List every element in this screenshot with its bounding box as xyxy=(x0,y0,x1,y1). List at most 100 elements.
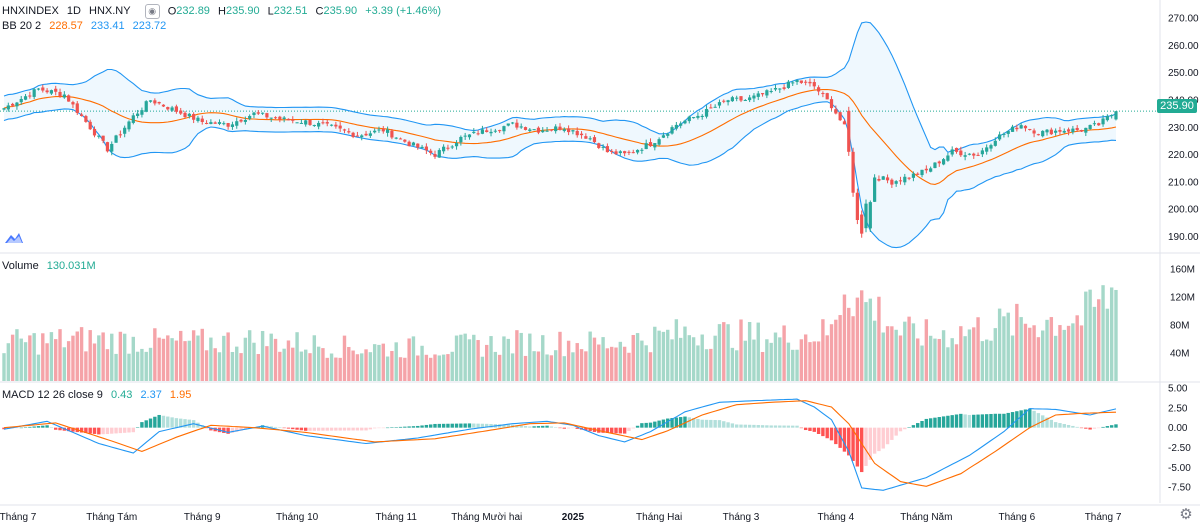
candle-body xyxy=(903,176,907,183)
candle-body xyxy=(433,154,437,157)
macd-histogram-bar xyxy=(558,427,562,429)
time-axis-label: 2025 xyxy=(562,512,585,523)
candle-body xyxy=(644,143,648,150)
macd-histogram-bar xyxy=(1049,419,1054,428)
volume-bar xyxy=(463,333,467,381)
macd-histogram-bar xyxy=(295,427,299,430)
volume-bar xyxy=(385,356,390,381)
macd-histogram-bar xyxy=(812,427,816,432)
price-axis-label: 260.00 xyxy=(1168,41,1199,52)
volume-bar xyxy=(1114,289,1118,381)
macd-histogram-bar xyxy=(885,427,890,445)
volume-bar xyxy=(644,345,648,381)
candle-body xyxy=(748,97,752,101)
volume-bar xyxy=(450,351,454,381)
volume-bar xyxy=(88,330,92,381)
volume-bar xyxy=(32,333,36,381)
volume-bar xyxy=(657,330,661,381)
volume-bar xyxy=(1105,308,1110,381)
volume-value: 130.031M xyxy=(46,260,96,272)
macd-histogram-bar xyxy=(859,427,864,473)
candle-body xyxy=(782,87,786,89)
volume-bar xyxy=(10,334,15,381)
volume-bar xyxy=(235,346,239,381)
candle-body xyxy=(967,153,972,155)
macd-histogram-bar xyxy=(743,424,748,428)
macd-histogram-bar xyxy=(821,427,825,437)
volume-bar xyxy=(390,350,394,381)
signal-line xyxy=(3,400,1117,487)
time-axis-label: Tháng 6 xyxy=(998,512,1035,523)
candle-body xyxy=(351,132,355,137)
macd-axis-label: -2.50 xyxy=(1168,443,1191,454)
candle-body xyxy=(472,131,476,133)
symbol-name[interactable]: HNXINDEX xyxy=(2,5,59,18)
macd-hist-value: 0.43 xyxy=(110,389,133,401)
volume-bar xyxy=(666,329,670,381)
candle-body xyxy=(403,139,407,142)
macd-histogram-bar xyxy=(950,415,954,428)
volume-bar xyxy=(631,334,635,381)
candle-body xyxy=(726,100,730,103)
macd-histogram-bar xyxy=(32,426,36,428)
candle-body xyxy=(575,130,579,136)
volume-legend[interactable]: Volume 130.031M xyxy=(2,259,101,273)
volume-bar xyxy=(256,354,260,381)
candle-body xyxy=(993,140,997,146)
volume-bar xyxy=(898,335,903,381)
macd-histogram-bar xyxy=(993,413,997,428)
candle-body xyxy=(769,91,773,93)
macd-histogram-bar xyxy=(515,425,519,428)
candle-body xyxy=(390,130,394,138)
change-value: +3.39 (+1.46%) xyxy=(365,5,442,18)
volume-bar xyxy=(614,347,618,381)
volume-bar xyxy=(937,338,941,381)
bb-legend[interactable]: BB 20 2 228.57 233.41 223.72 xyxy=(2,19,171,33)
candle-body xyxy=(804,81,808,83)
volume-bar xyxy=(773,332,778,381)
macd-histogram-bar xyxy=(321,427,325,431)
candle-body xyxy=(795,79,799,83)
macd-histogram-bar xyxy=(446,423,450,428)
macd-histogram-bar xyxy=(476,423,480,428)
tradingview-logo-icon[interactable] xyxy=(4,230,24,246)
macd-histogram-bar xyxy=(903,427,907,430)
candle-body xyxy=(502,126,506,132)
candle-body xyxy=(446,147,450,149)
volume-bar xyxy=(329,353,334,381)
macd-histogram-bar xyxy=(709,419,713,428)
candle-body xyxy=(269,117,273,119)
eye-icon[interactable]: ◉ xyxy=(144,4,160,19)
macd-histogram-bar xyxy=(79,427,84,433)
price-axis-label: 190.00 xyxy=(1168,232,1199,243)
candle-body xyxy=(1028,128,1032,130)
macd-histogram-bar xyxy=(795,425,799,428)
macd-histogram-bar xyxy=(441,423,446,428)
candle-body xyxy=(1015,127,1019,130)
interval[interactable]: 1D xyxy=(66,5,81,18)
macd-histogram-bar xyxy=(200,425,204,428)
macd-histogram-bar xyxy=(1019,410,1023,428)
close-label: C xyxy=(315,5,324,18)
candle-body xyxy=(136,113,140,116)
settings-gear-icon[interactable]: ⚙ xyxy=(1179,506,1193,523)
candle-body xyxy=(1049,129,1053,135)
macd-label: MACD 12 26 close 9 xyxy=(2,389,103,401)
volume-bar xyxy=(1109,287,1114,381)
macd-histogram-bar xyxy=(403,426,407,428)
macd-legend[interactable]: MACD 12 26 close 9 0.43 2.37 1.95 xyxy=(2,388,196,402)
volume-bar xyxy=(217,352,222,381)
volume-bar xyxy=(84,351,88,381)
macd-histogram-bar xyxy=(1109,425,1114,428)
volume-bar xyxy=(398,357,403,381)
volume-bar xyxy=(553,350,558,381)
macd-histogram-bar xyxy=(584,427,588,431)
candle-body xyxy=(394,137,398,139)
volume-bar xyxy=(726,324,730,381)
macd-histogram-bar xyxy=(700,419,704,428)
volume-bar xyxy=(497,354,502,381)
volume-bar xyxy=(347,346,351,381)
macd-histogram-bar xyxy=(1079,427,1084,429)
macd-histogram-bar xyxy=(114,427,118,434)
